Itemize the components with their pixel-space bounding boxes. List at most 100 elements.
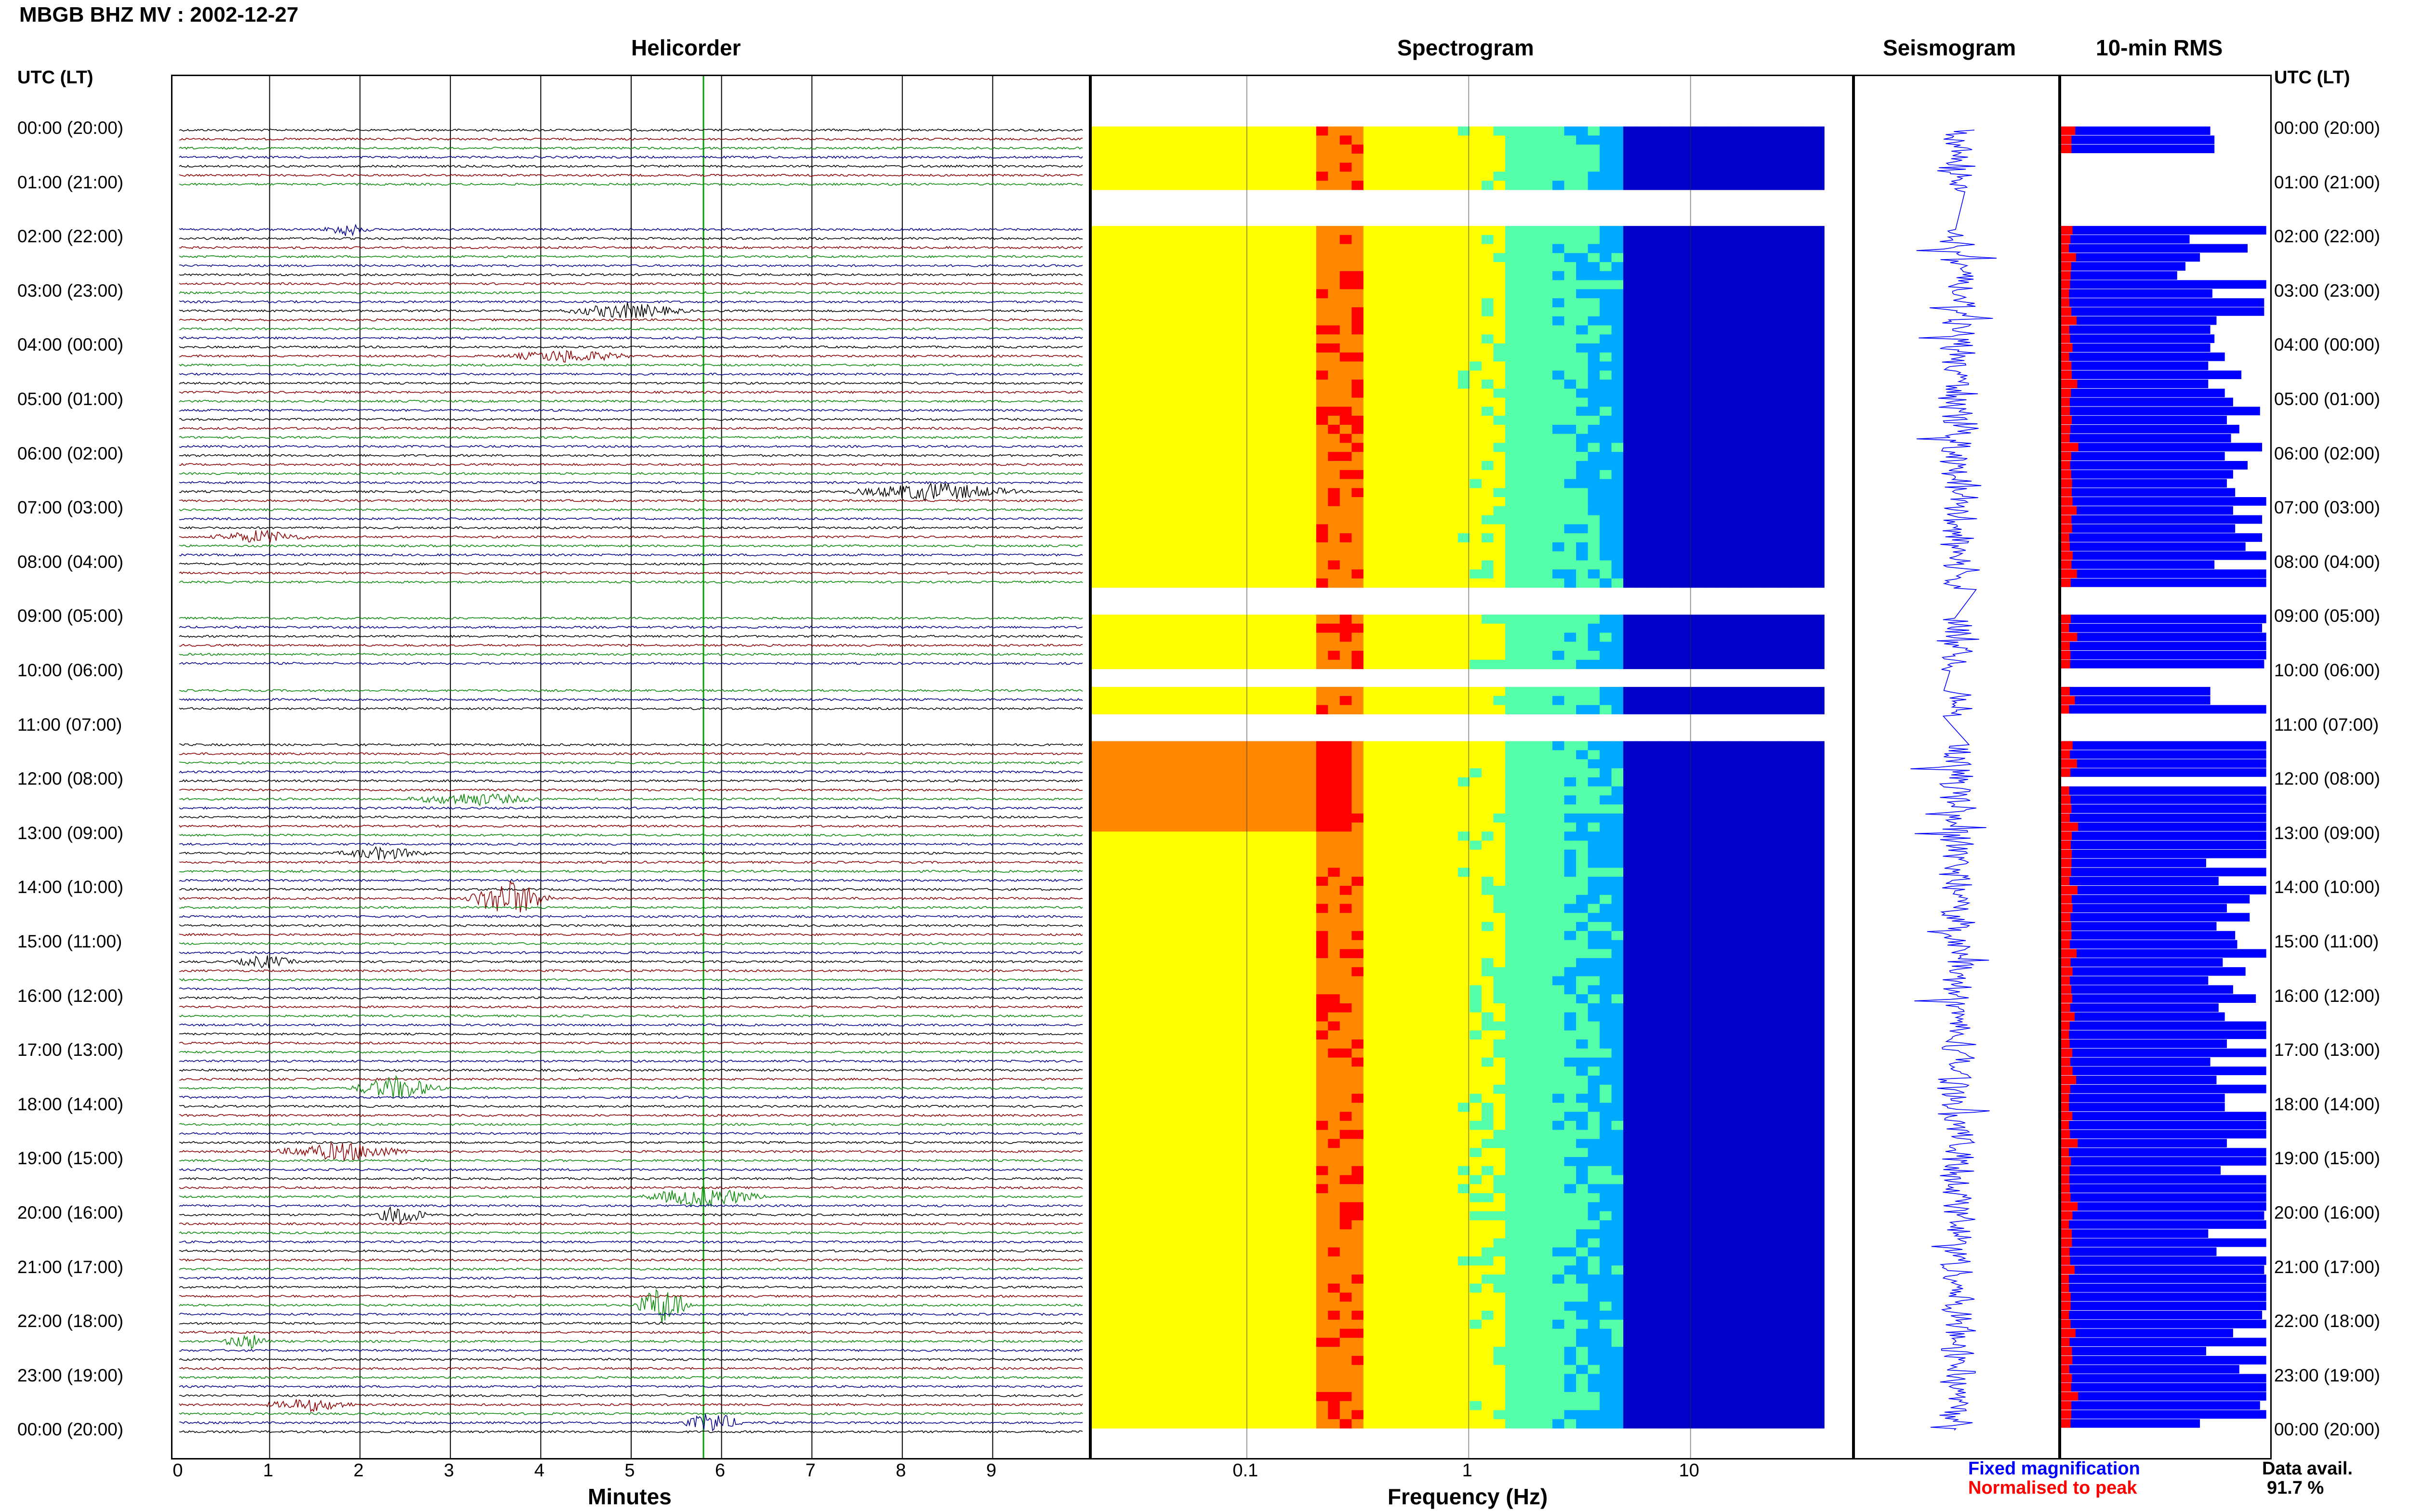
spectrogram-cell [1658,470,1671,480]
spectrogram-cell [1446,894,1458,905]
spectrogram-cell [1469,904,1482,913]
spectrogram-cell [1163,361,1175,371]
spectrogram-cell [1611,253,1624,263]
spectrogram-cell [1517,786,1529,796]
spectrogram-cell [1375,226,1388,236]
spectrogram-cell [1339,352,1352,362]
spectrogram-cell [1198,370,1210,380]
spectrogram-cell [1552,244,1565,253]
spectrogram-cell [1600,126,1612,136]
spectrogram-cell [1151,786,1163,796]
spectrogram-cell [1174,533,1187,543]
spectrogram-cell [1493,515,1506,525]
spectrogram-cell [1446,632,1458,642]
spectrogram-cell [1694,705,1707,714]
spectrogram-cell [1469,424,1482,434]
spectrogram-cell [1540,922,1553,932]
spectrogram-cell [1163,578,1175,588]
spectrogram-cell [1257,325,1270,335]
spectrogram-cell [1127,488,1139,498]
spectrogram-cell [1387,479,1400,488]
spectrogram-cell [1482,696,1494,706]
time-label-left: 09:00 (05:00) [17,606,124,626]
spectrogram-cell [1422,894,1435,905]
helicorder-trace [179,779,1083,783]
spectrogram-cell [1800,488,1813,498]
spectrogram-cell [1316,913,1329,922]
spectrogram-cell [1812,253,1825,263]
spectrogram-cell [1269,171,1281,181]
helicorder-trace [179,350,1083,363]
spectrogram-cell [1375,858,1388,868]
helicorder-trace [179,1412,1083,1416]
spectrogram-cell [1422,443,1435,452]
spectrogram-cell [1257,262,1270,272]
spectrogram-cell [1623,813,1636,823]
spectrogram-cell [1221,786,1234,796]
spectrogram-cell [1221,470,1234,480]
time-label-left: 11:00 (07:00) [17,714,122,735]
spectrogram-cell [1505,452,1518,461]
helicorder-trace [179,282,1083,286]
spectrogram-cell [1316,777,1329,787]
spectrogram-cell [1210,145,1222,154]
spectrogram-cell [1151,470,1163,480]
spectrogram-cell [1469,858,1482,868]
spectrogram-cell [1186,524,1199,534]
spectrogram-cell [1706,813,1719,823]
spectrogram-cell [1198,145,1210,154]
spectrogram-cell [1706,868,1719,877]
spectrogram-cell [1375,361,1388,371]
spectrogram-cell [1103,687,1116,697]
spectrogram-cell [1505,506,1518,516]
spectrogram-cell [1399,768,1411,778]
spectrogram-cell [1304,506,1317,516]
spectrogram-cell [1292,922,1305,932]
spectrogram-cell [1682,370,1695,380]
spectrogram-cell [1529,145,1541,154]
spectrogram-cell [1351,316,1364,326]
spectrogram-cell [1186,461,1199,471]
spectrogram-cell [1387,551,1400,561]
spectrogram-cell [1198,841,1210,850]
spectrogram-cell [1233,289,1246,299]
spectrogram-cell [1115,334,1128,344]
spectrogram-cell [1682,578,1695,588]
spectrogram-cell [1623,705,1636,714]
spectrogram-cell [1741,750,1754,760]
spectrogram-cell [1647,795,1659,805]
spectrogram-cell [1092,253,1104,263]
spectrogram-cell [1092,135,1104,145]
spectrogram-cell [1706,913,1719,922]
spectrogram-cell [1387,632,1400,642]
spectrogram-cell [1387,777,1400,787]
spectrogram-cell [1375,153,1388,163]
spectrogram-cell [1375,651,1388,660]
helicorder-trace [179,481,1083,485]
spectrogram-cell [1399,696,1411,706]
spectrogram-cell [1505,768,1518,778]
spectrogram-cell [1706,705,1719,714]
spectrogram-cell [1304,822,1317,832]
spectrogram-cell [1446,804,1458,814]
spectrogram-cell [1741,551,1754,561]
spectrogram-cell [1339,894,1352,905]
spectrogram-cell [1517,551,1529,561]
spectrogram-cell [1434,244,1447,253]
spectrogram-cell [1186,578,1199,588]
spectrogram-cell [1127,153,1139,163]
spectrogram-cell [1505,804,1518,814]
spectrogram-cell [1588,894,1600,905]
spectrogram-cell [1741,135,1754,145]
spectrogram-cell [1233,623,1246,633]
spectrogram-cell [1529,262,1541,272]
spectrogram-cell [1682,153,1695,163]
spectrogram-cell [1233,424,1246,434]
spectrogram-cell [1375,659,1388,670]
spectrogram-cell [1718,578,1730,588]
spectrogram-cell [1269,569,1281,579]
spectrogram-cell [1706,145,1719,154]
spectrogram-cell [1776,126,1789,136]
spectrogram-cell [1363,551,1376,561]
spectrogram-cell [1446,759,1458,769]
